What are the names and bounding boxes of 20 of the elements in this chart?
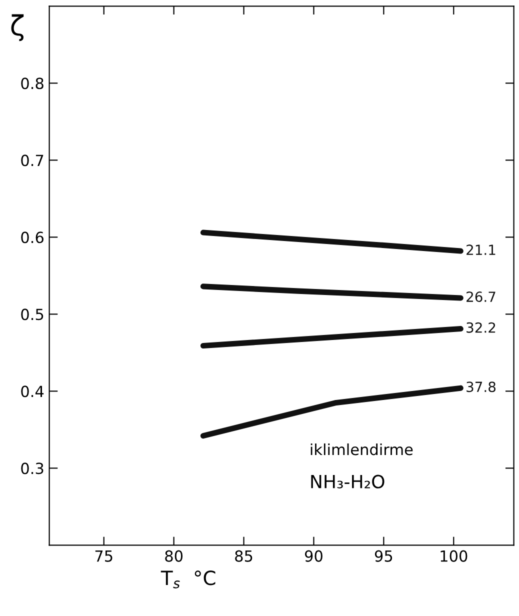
y-tick-label: 0.4 bbox=[21, 386, 44, 398]
series-label: 32.2 bbox=[466, 322, 496, 333]
y-tick-label: 0.6 bbox=[21, 232, 44, 244]
y-tick-label: 0.3 bbox=[21, 462, 44, 474]
y-axis-title: ζ bbox=[11, 14, 24, 42]
x-tick-label: 80 bbox=[165, 550, 183, 562]
annotation: iklimlendirme bbox=[310, 443, 413, 456]
y-tick-label: 0.5 bbox=[21, 308, 44, 320]
y-tick-label: 0.7 bbox=[21, 154, 44, 166]
x-tick-label: 85 bbox=[235, 550, 252, 562]
annotation: NH₃-H₂O bbox=[311, 474, 384, 488]
x-tick-label: 90 bbox=[304, 550, 322, 562]
x-tick-label: 75 bbox=[95, 550, 112, 562]
x-tick-label: 100 bbox=[440, 550, 468, 562]
series-label: 21.1 bbox=[466, 244, 496, 255]
x-axis-title: T$_{s}$ °C bbox=[160, 570, 216, 588]
series-label: 26.7 bbox=[466, 292, 496, 302]
x-tick-label: 95 bbox=[374, 550, 392, 562]
series-label: 37.8 bbox=[466, 382, 496, 392]
y-tick-label: 0.8 bbox=[21, 78, 44, 90]
